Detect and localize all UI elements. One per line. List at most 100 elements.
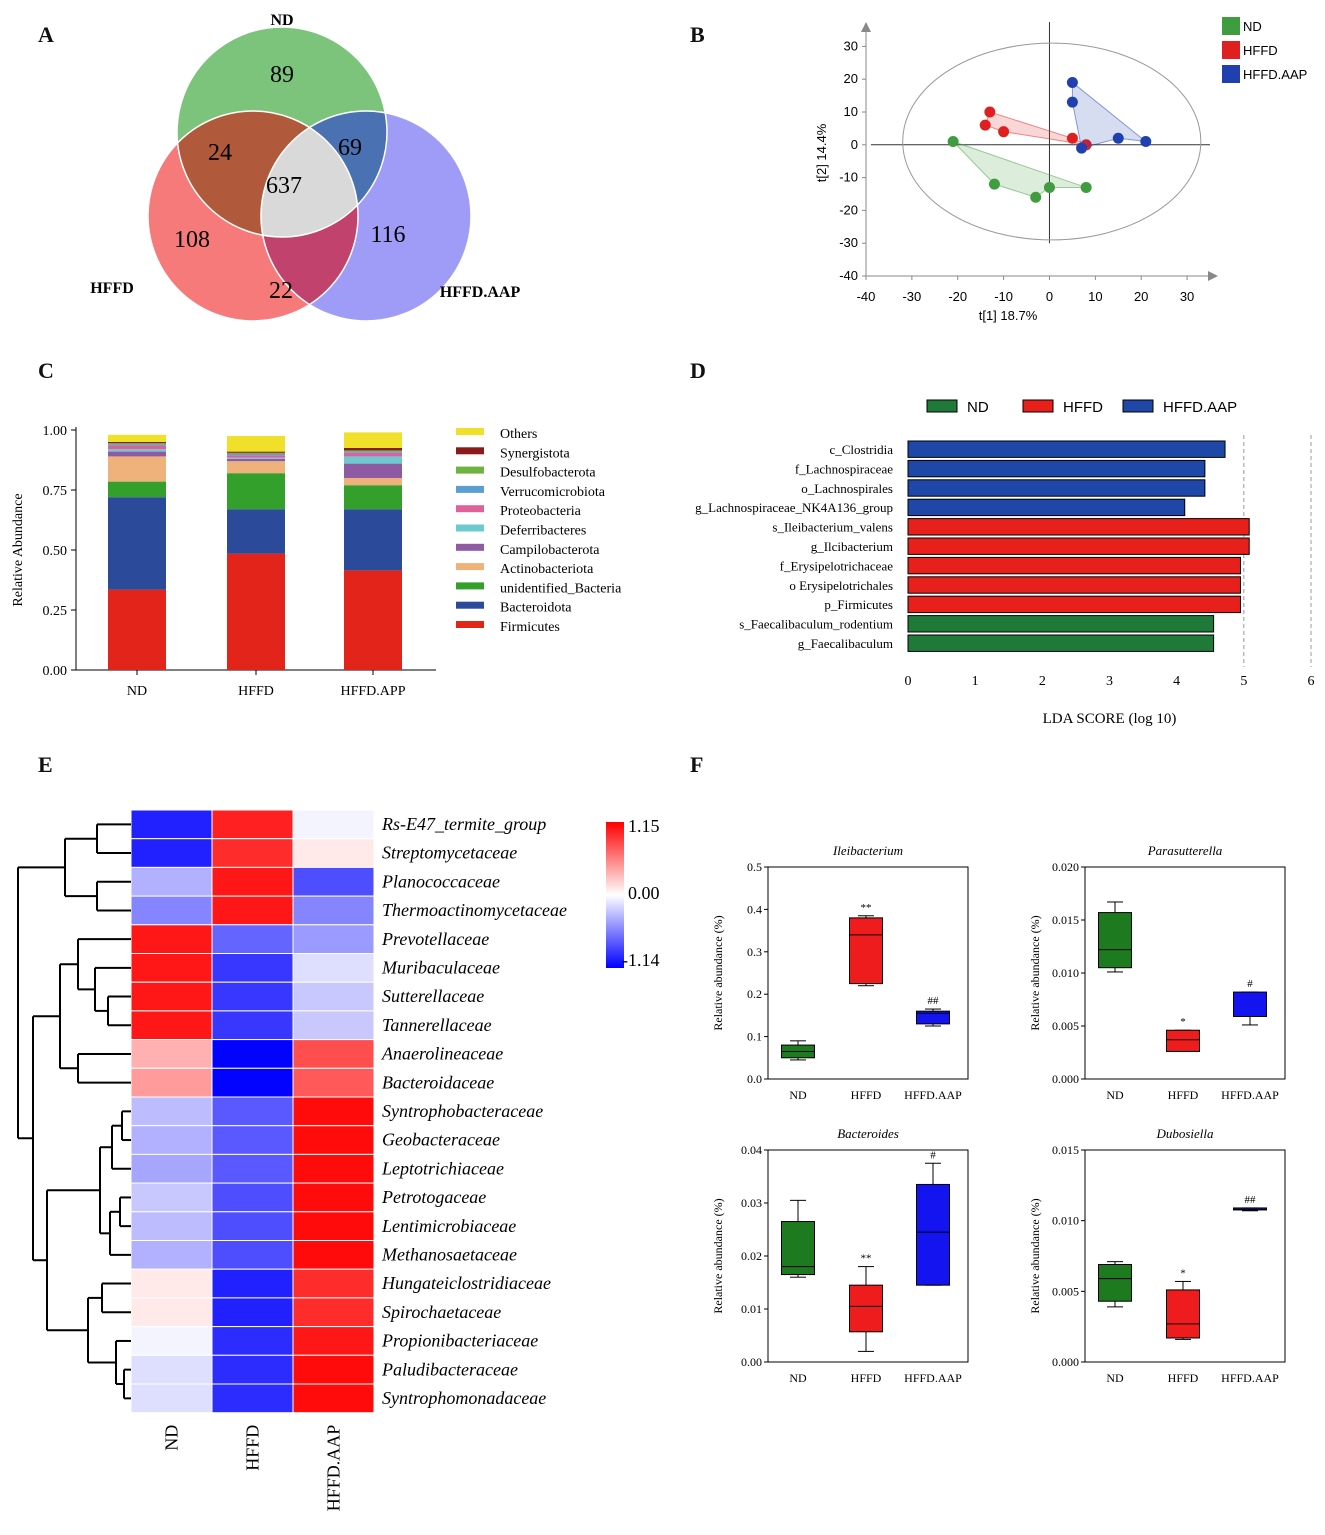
heatmap-cell bbox=[211, 1297, 294, 1328]
lda-x-tick-label: 2 bbox=[1039, 674, 1046, 689]
panel-letter-b: B bbox=[690, 22, 705, 47]
stack-legend-swatch bbox=[456, 621, 484, 628]
stack-segment-others bbox=[344, 432, 402, 448]
venn-count-hffd-only: 108 bbox=[174, 227, 210, 253]
lda-bar-label: p_Firmicutes bbox=[824, 597, 893, 612]
stack-segment-others bbox=[227, 436, 285, 452]
heatmap-cell bbox=[130, 838, 213, 868]
heatmap-cell bbox=[292, 1268, 375, 1299]
stack-segment-desulfobacterota bbox=[227, 452, 285, 454]
lda-bar bbox=[907, 459, 1206, 478]
pca-y-label: t[2] 14.4% bbox=[814, 123, 829, 182]
lda-bar bbox=[907, 498, 1186, 517]
heatmap-cell bbox=[130, 1354, 213, 1385]
stack-legend-swatch bbox=[456, 485, 484, 493]
stack-segment-deferribacteres bbox=[344, 456, 402, 464]
heatmap-cell bbox=[211, 1153, 294, 1184]
heatmap-cell bbox=[292, 953, 375, 983]
pca-x-tick-label: 0 bbox=[1046, 289, 1053, 304]
heatmap-cell bbox=[130, 953, 213, 983]
lda-bar-label: s_Faecalibaculum_rodentium bbox=[739, 617, 893, 632]
lda-bar bbox=[907, 634, 1215, 652]
stack-legend-label: Desulfobacterota bbox=[500, 466, 596, 481]
heatmap-row-label: Tannerellaceae bbox=[382, 1015, 492, 1035]
heatmap-cell bbox=[292, 809, 375, 840]
pca-legend-swatch bbox=[1222, 17, 1240, 35]
venn-set-label-hffd: HFFD bbox=[90, 280, 134, 297]
boxplot-y-tick-label: 0.005 bbox=[1052, 1284, 1079, 1298]
boxplot-frame bbox=[767, 866, 969, 1080]
boxplot-y-tick-label: 0.2 bbox=[747, 987, 762, 1001]
boxplot-y-tick-label: 0.03 bbox=[741, 1196, 762, 1210]
boxplot-y-tick-label: 0.015 bbox=[1052, 913, 1079, 927]
pca-point-nd bbox=[988, 178, 1000, 190]
pca-point-nd bbox=[947, 136, 959, 148]
pca-scatter-plot: -40 -30 -20 -10 0 10 20 30 -40 -30 -20 -10 0 10 20 30 t[… bbox=[814, 17, 1307, 323]
pca-x-label: t[1] 18.7% bbox=[979, 308, 1038, 323]
boxplot-x-label: HFFD.AAP bbox=[1221, 1371, 1279, 1385]
pca-legend-label: HFFD bbox=[1243, 43, 1278, 58]
boxplot-x-label: HFFD.AAP bbox=[904, 1371, 962, 1385]
stack-legend-label: Others bbox=[500, 427, 537, 442]
stack-segment-bacteroidota bbox=[344, 509, 402, 571]
stack-x-tick-label: HFFD bbox=[238, 684, 274, 699]
heatmap-row-label: Anaerolineaceae bbox=[381, 1044, 503, 1064]
stack-legend-swatch bbox=[456, 582, 484, 590]
stack-legend-swatch bbox=[456, 601, 484, 609]
boxplot-frame bbox=[1084, 1149, 1286, 1363]
heatmap-row-label: Sutterellaceae bbox=[382, 986, 484, 1006]
pca-legend-label: HFFD.AAP bbox=[1243, 67, 1307, 82]
pca-point-nd bbox=[1030, 191, 1042, 203]
stack-y-tick-label: 0.25 bbox=[43, 604, 68, 619]
heatmap-cell bbox=[211, 1182, 294, 1213]
panel-letter-d: D bbox=[690, 358, 706, 383]
lda-x-tick-label: 5 bbox=[1240, 674, 1247, 689]
stack-segment-verrucomicrobiota bbox=[344, 451, 402, 453]
venn-set-label-hffd-aap: HFFD.AAP bbox=[440, 284, 521, 301]
lda-bar bbox=[907, 518, 1250, 536]
heatmap-cell bbox=[211, 1240, 294, 1270]
stack-segment-proteobacteria bbox=[108, 445, 166, 450]
heatmap-cell bbox=[211, 1211, 294, 1241]
pca-x-arrow bbox=[1208, 271, 1218, 281]
boxplot-significance: # bbox=[930, 1149, 936, 1161]
heatmap-cell bbox=[292, 866, 375, 897]
stack-segment-desulfobacterota bbox=[344, 450, 402, 452]
boxplot-y-tick-label: 0.000 bbox=[1052, 1355, 1079, 1369]
pca-y-arrow bbox=[861, 22, 871, 32]
stack-segment-actinobacteriota bbox=[227, 461, 285, 474]
stacked-bar-chart: 0.00 0.25 0.50 0.75 1.00 Relative Abundance ND… bbox=[11, 424, 622, 699]
boxplot-x-label: HFFD.AAP bbox=[1221, 1088, 1279, 1102]
pca-point-hffd bbox=[979, 119, 991, 131]
heatmap-cell bbox=[130, 1326, 213, 1356]
boxplot-significance: ** bbox=[861, 902, 872, 914]
heatmap-cell bbox=[130, 1067, 213, 1098]
boxplot-title: Dubosiella bbox=[1155, 1126, 1214, 1141]
pca-point-hffd-aap bbox=[1076, 142, 1088, 154]
heatmap-cell bbox=[130, 1010, 213, 1041]
boxplot-box bbox=[1233, 991, 1267, 1017]
heatmap-cell bbox=[211, 1067, 294, 1098]
lda-bar-label: c_Clostridia bbox=[829, 442, 893, 457]
pca-y-tick-label: -20 bbox=[839, 202, 858, 217]
stack-segment-desulfobacterota bbox=[108, 443, 166, 445]
stack-legend-swatch bbox=[456, 505, 484, 513]
stack-segment-synergistota bbox=[108, 442, 166, 444]
boxplot-y-tick-label: 0.010 bbox=[1052, 1214, 1079, 1228]
heatmap-row-label: Geobacteraceae bbox=[382, 1130, 500, 1150]
heatmap-row-label: Streptomycetaceae bbox=[382, 843, 517, 863]
colorbar-label-max: 1.15 bbox=[628, 816, 660, 836]
heatmap-cell bbox=[130, 1039, 213, 1069]
stack-segment-unidentified_bacteria bbox=[108, 481, 166, 498]
heatmap-row-label: Propionibacteriaceae bbox=[381, 1331, 538, 1351]
boxplot-y-label: Relative abundance (%) bbox=[1028, 1198, 1042, 1313]
heatmap-cell bbox=[130, 981, 213, 1012]
stack-segment-proteobacteria bbox=[344, 452, 402, 457]
stack-segment-unidentified_bacteria bbox=[227, 473, 285, 510]
boxplot-x-label: HFFD.AAP bbox=[904, 1088, 962, 1102]
heatmap-cell bbox=[130, 924, 213, 955]
stack-segment-campilobacterota bbox=[344, 463, 402, 478]
lda-x-label: LDA SCORE (log 10) bbox=[1043, 711, 1177, 727]
heatmap-row-label: Syntrophomonadaceae bbox=[382, 1388, 546, 1408]
venn-diagram: 89 24 69 637 108 116 22 ND HFFD HFFD.AAP bbox=[90, 12, 521, 322]
